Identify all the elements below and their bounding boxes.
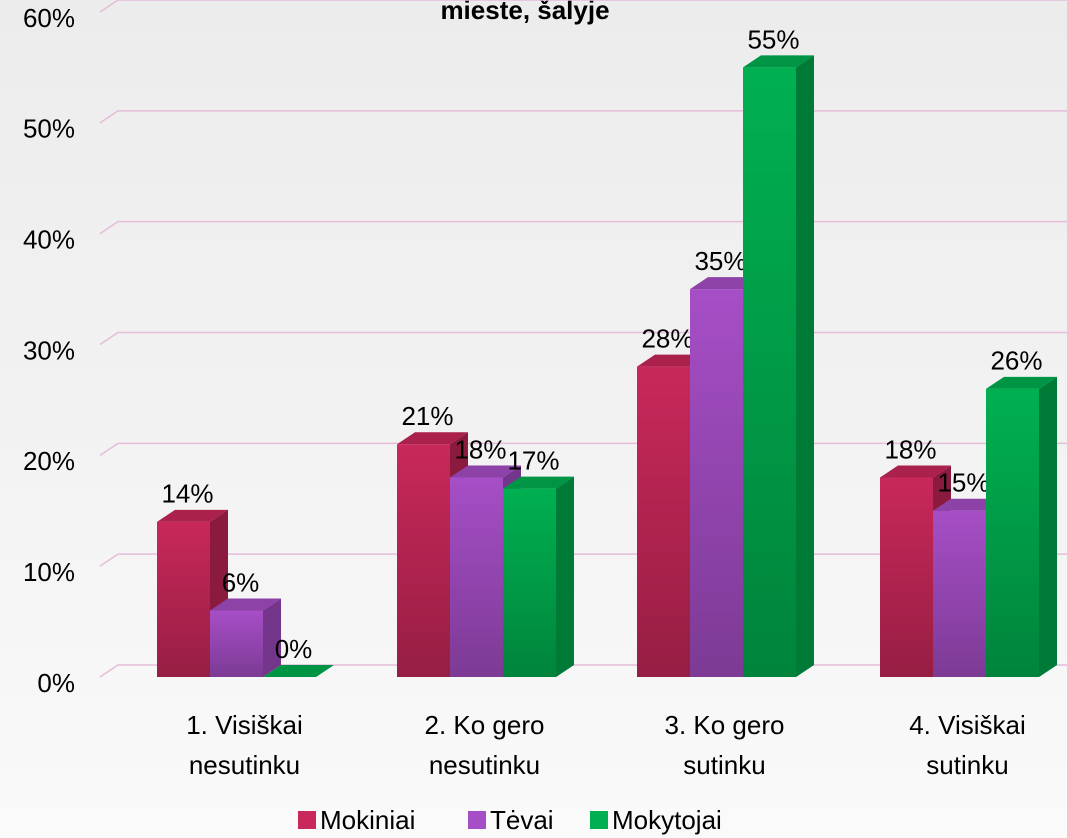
data-label: 28% bbox=[641, 324, 693, 354]
data-label: 15% bbox=[937, 468, 989, 498]
x-tick-label: 2. Ko gero nesutinku bbox=[425, 710, 545, 780]
data-label: 21% bbox=[401, 401, 453, 431]
legend-swatch bbox=[298, 811, 316, 829]
y-tick-label: 10% bbox=[23, 557, 75, 587]
data-label: 0% bbox=[275, 634, 313, 664]
data-label: 18% bbox=[454, 434, 506, 464]
y-tick-label: 30% bbox=[23, 335, 75, 365]
data-label: 35% bbox=[694, 246, 746, 276]
legend-label: Mokiniai bbox=[320, 805, 415, 835]
y-tick-label: 50% bbox=[23, 114, 75, 144]
y-tick-label: 40% bbox=[23, 225, 75, 255]
data-label: 26% bbox=[990, 346, 1042, 376]
data-label: 18% bbox=[884, 434, 936, 464]
bar bbox=[263, 665, 334, 677]
legend-label: Tėvai bbox=[490, 805, 554, 835]
x-tick-label: 1. Visiškai nesutinku bbox=[186, 710, 303, 780]
data-label: 14% bbox=[161, 479, 213, 509]
x-tick-label: 3. Ko gero sutinku bbox=[665, 710, 785, 780]
y-tick-label: 20% bbox=[23, 446, 75, 476]
y-tick-label: 0% bbox=[37, 668, 75, 698]
y-tick-label: 60% bbox=[23, 3, 75, 33]
bar bbox=[210, 598, 281, 677]
data-label: 6% bbox=[222, 567, 260, 597]
data-label: 55% bbox=[747, 24, 799, 54]
data-label: 17% bbox=[507, 445, 559, 475]
bar bbox=[986, 376, 1057, 677]
legend-swatch bbox=[590, 811, 608, 829]
bar bbox=[503, 476, 574, 677]
legend-swatch bbox=[468, 811, 486, 829]
bar bbox=[743, 55, 814, 677]
legend-label: Mokytojai bbox=[612, 805, 722, 835]
chart-title: mieste, šalyje bbox=[440, 0, 609, 25]
x-tick-label: 4. Visiškai sutinku bbox=[909, 710, 1026, 780]
grid-line bbox=[99, 0, 1067, 13]
